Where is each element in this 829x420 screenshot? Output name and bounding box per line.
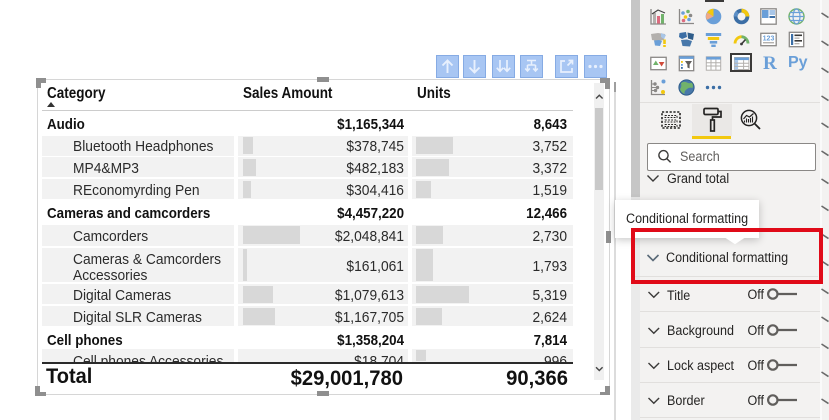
- svg-text:123: 123: [763, 36, 775, 43]
